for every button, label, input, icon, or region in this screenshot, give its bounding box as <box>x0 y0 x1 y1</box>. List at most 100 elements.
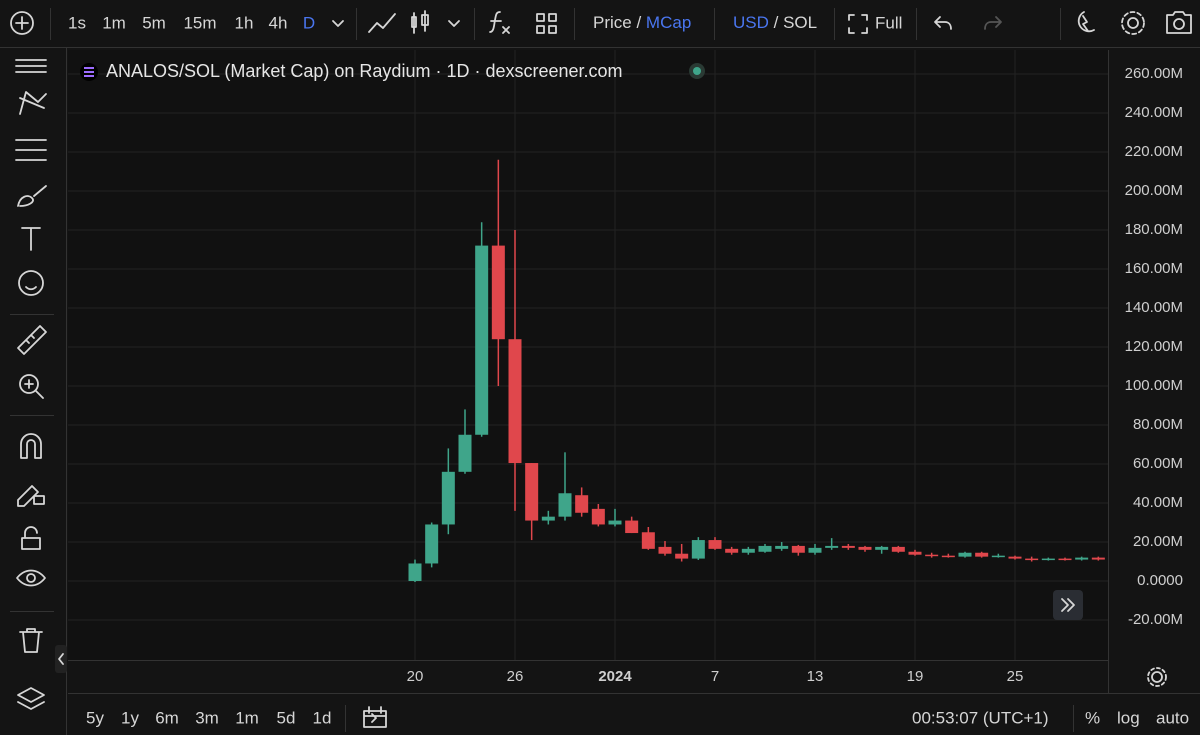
candle-body <box>608 520 622 525</box>
candle-body <box>725 548 739 553</box>
timeframes: 1s 1m 5m 15m 1h 4h D <box>68 13 315 32</box>
unlock-icon[interactable] <box>21 526 41 550</box>
chart-title: ANALOS/SOL (Market Cap) on Raydium · 1D … <box>106 61 623 81</box>
price-label: Price / <box>593 13 641 32</box>
trash-icon[interactable] <box>19 628 43 653</box>
candle-body <box>925 554 939 557</box>
ruler-icon[interactable] <box>17 325 47 355</box>
timeframe-button[interactable]: 4h <box>269 13 288 32</box>
log-button[interactable]: log <box>1117 708 1140 727</box>
y-tick-label: 0.0000 <box>1137 572 1183 589</box>
timeframe-button[interactable]: 15m <box>183 13 216 32</box>
indicators-icon[interactable] <box>489 11 510 34</box>
alert-icon[interactable] <box>1077 11 1095 33</box>
axis-settings-teeth <box>1147 667 1167 687</box>
y-tick-label: 240.00M <box>1125 104 1183 121</box>
candle-body <box>558 493 572 517</box>
timeframe-button[interactable]: 1h <box>235 13 254 32</box>
candle-body <box>891 546 905 552</box>
axis-settings[interactable] <box>1151 671 1163 683</box>
brush-icon[interactable] <box>17 185 47 207</box>
timeframe-button[interactable]: 1s <box>68 13 86 32</box>
candle-body <box>591 508 605 525</box>
range-button[interactable]: 1m <box>235 708 259 727</box>
emoji-smile <box>25 286 37 291</box>
y-tick-label: 140.00M <box>1125 299 1183 316</box>
candle-icon[interactable] <box>411 10 429 34</box>
settings-icon-teeth <box>1121 11 1145 35</box>
mcap-label: MCap <box>646 13 691 32</box>
menu-icon[interactable] <box>15 59 47 73</box>
range-button[interactable]: 1d <box>313 708 332 727</box>
y-tick-label: -20.00M <box>1128 611 1183 628</box>
candle-body <box>658 546 672 554</box>
price-mode[interactable]: Price / MCap <box>593 13 691 32</box>
auto-button[interactable]: auto <box>1156 708 1189 727</box>
x-tick-label: 20 <box>407 668 424 685</box>
candle-body <box>875 546 889 550</box>
ranges: 5y 1y 6m 3m 1m 5d 1d <box>86 708 331 727</box>
candle-body <box>1025 558 1039 561</box>
percent-button[interactable]: % <box>1085 708 1100 727</box>
range-button[interactable]: 5y <box>86 708 104 727</box>
candle-body <box>758 545 772 552</box>
candle-body <box>908 551 922 555</box>
top-toolbar: 1s 1m 5m 15m 1h 4h D Price / MCap USD / SOL Fu… <box>10 8 1192 40</box>
candle-body <box>825 545 839 548</box>
text-icon[interactable] <box>21 227 41 251</box>
currency-mode[interactable]: USD / SOL <box>733 13 817 32</box>
range-button[interactable]: 6m <box>155 708 179 727</box>
chevron[interactable] <box>448 20 460 27</box>
eye-icon[interactable] <box>16 569 46 587</box>
timeframe-button[interactable]: 1m <box>102 13 126 32</box>
candle-body <box>958 552 972 557</box>
emoji-icon[interactable] <box>18 270 44 296</box>
chevron[interactable] <box>332 20 344 27</box>
y-tick-label: 80.00M <box>1133 416 1183 433</box>
goto-date-icon[interactable] <box>363 706 387 728</box>
candle-body <box>425 524 439 564</box>
candle-body <box>575 495 589 513</box>
timeframe-button[interactable]: 5m <box>142 13 166 32</box>
clock: 00:53:07 (UTC+1) <box>912 708 1049 727</box>
candle-body <box>741 548 755 553</box>
settings-icon[interactable] <box>1127 17 1139 29</box>
layers-icon[interactable] <box>17 687 45 710</box>
range-button[interactable]: 5d <box>277 708 296 727</box>
y-tick-label: 60.00M <box>1133 455 1183 472</box>
fullscreen-icon <box>848 14 868 34</box>
add-icon[interactable] <box>10 11 34 35</box>
zoom-icon[interactable] <box>19 374 39 394</box>
full-button[interactable]: Full <box>875 13 902 32</box>
magnet-icon[interactable] <box>20 433 42 459</box>
range-button[interactable]: 3m <box>195 708 219 727</box>
fib-icon[interactable] <box>15 139 47 161</box>
candle-body <box>791 545 805 553</box>
y-tick-label: 200.00M <box>1125 182 1183 199</box>
trend-tools-icon[interactable] <box>19 91 47 115</box>
candle-body <box>441 471 455 525</box>
candle-body <box>508 339 522 464</box>
timeframe-button[interactable]: D <box>303 13 315 32</box>
lock-drawings-icon[interactable] <box>17 485 45 507</box>
x-tick-label: 7 <box>711 668 719 685</box>
y-tick-label: 180.00M <box>1125 221 1183 238</box>
candle-body <box>525 463 539 521</box>
range-button[interactable]: 1y <box>121 708 139 727</box>
camera-lens <box>1173 18 1185 30</box>
candle-body <box>1058 558 1072 561</box>
x-tick-label: 13 <box>807 668 824 685</box>
candle-body <box>941 555 955 558</box>
layout-icon[interactable] <box>536 13 557 34</box>
candle-body <box>775 545 789 549</box>
redo-icon[interactable] <box>984 16 1002 30</box>
line-chart-icon[interactable] <box>368 13 396 33</box>
collapse-handle[interactable] <box>55 645 67 673</box>
eye-pupil <box>26 573 36 583</box>
y-tick-label: 220.00M <box>1125 143 1183 160</box>
camera-icon[interactable] <box>1166 11 1192 34</box>
undo-icon[interactable] <box>934 16 952 30</box>
candle-body <box>1041 558 1055 561</box>
